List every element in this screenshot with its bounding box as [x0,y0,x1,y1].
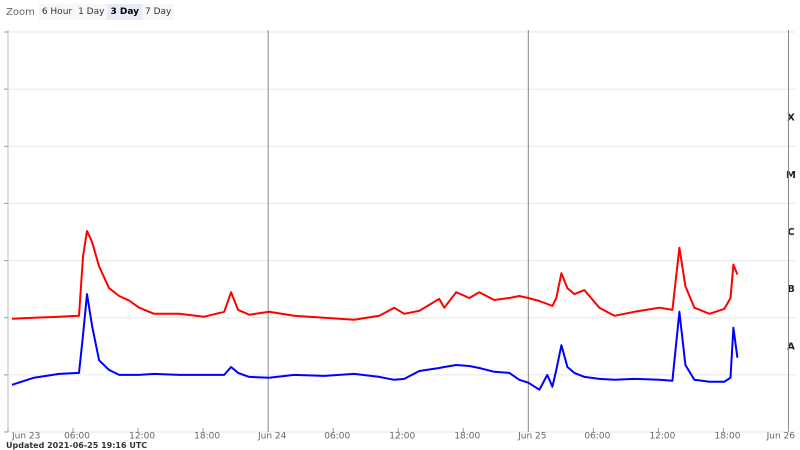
class-label: M [786,170,796,181]
x-tick-label: Jun 23 [11,432,40,442]
x-tick-label: 18:00 [194,432,220,442]
zoom-label: Zoom [6,6,35,18]
x-tick-label: 06:00 [324,432,350,442]
x-tick-label: Jun 24 [257,432,287,442]
class-label: A [787,341,795,352]
zoom-bar: Zoom 6 Hour 1 Day 3 Day 7 Day [6,4,175,20]
zoom-button[interactable]: 1 Day [75,4,108,20]
x-tick-label: 06:00 [64,432,90,442]
class-label: X [787,113,795,124]
x-tick-label: Jun 26 [766,432,796,442]
x-tick-label: 18:00 [454,432,480,442]
x-tick-label: 06:00 [584,432,610,442]
flux-line [11,230,739,321]
zoom-button[interactable]: 7 Day [141,4,175,20]
class-label: C [787,227,794,238]
zoom-button[interactable]: 3 Day [107,4,142,20]
x-tick-label: 12:00 [389,432,415,442]
flux-line [11,293,739,391]
updated-note: Updated 2021-06-25 19:16 UTC [6,441,148,450]
x-tick-label: 12:00 [129,432,155,442]
zoom-button[interactable]: 6 Hour [38,4,76,20]
x-tick-label: 18:00 [714,432,740,442]
x-tick-label: Jun 25 [517,432,546,442]
class-label: B [787,284,795,295]
x-tick-label: 12:00 [649,432,675,442]
